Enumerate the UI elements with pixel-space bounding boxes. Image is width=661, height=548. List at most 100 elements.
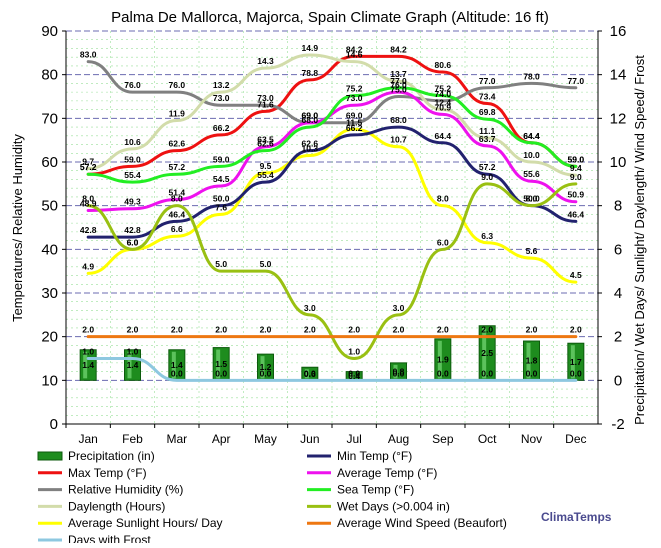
legend-item-wet-days-0-004-in: Wet Days (>0.004 in) [307, 499, 450, 513]
data-label-average-wind-speed-beaufort: 2.0 [171, 325, 183, 335]
data-label-wet-days-0-004-in: 8.0 [171, 194, 183, 204]
data-label-sea-temp-f: 75.2 [435, 84, 452, 94]
y2-tick-label: 8 [614, 198, 622, 215]
data-label-days-with-frost: 0.0 [171, 368, 183, 378]
data-label-min-temp-f: 50.0 [213, 194, 230, 204]
data-labels: 1.4 1.4 1.4 1.5 1.2 0.6 0.4 0.8 1.9 2.5 1.8 1.7 57.2… [80, 43, 584, 381]
precipitation-bar-highlight [393, 364, 398, 379]
legend-item-relative-humidity: Relative Humidity (%) [38, 483, 183, 497]
data-label-wet-days-0-004-in: 1.0 [348, 347, 360, 357]
data-label-relative-humidity: 73.0 [257, 93, 274, 103]
data-label-average-wind-speed-beaufort: 2.0 [393, 325, 405, 335]
y-tick-label: 10 [41, 372, 58, 389]
series-line-min-temp-f [86, 125, 578, 239]
data-label-sea-temp-f: 57.2 [169, 162, 186, 172]
data-label-average-temp-f: 70.9 [435, 102, 452, 112]
x-tick-label: Feb [122, 432, 143, 446]
y2-tick-label: 6 [614, 241, 622, 258]
data-label-max-temp-f: 80.6 [435, 60, 452, 70]
precipitation-bar-highlight [127, 351, 132, 379]
legend-label: Sea Temp (°F) [337, 483, 414, 497]
x-tick-label: Nov [521, 432, 542, 446]
data-label-min-temp-f: 42.8 [124, 225, 141, 235]
legend-item-average-temp-f: Average Temp (°F) [307, 466, 437, 480]
data-label-average-wind-speed-beaufort: 2.0 [348, 325, 360, 335]
x-tick-label: Mar [166, 432, 187, 446]
data-label-relative-humidity: 69.0 [346, 111, 363, 121]
data-label-max-temp-f: 66.2 [213, 123, 230, 133]
y2-tick-label: 2 [614, 329, 622, 346]
legend-swatch [37, 451, 63, 461]
series-line-relative-humidity [86, 60, 578, 125]
precipitation-label: 1.4 [127, 360, 139, 370]
data-label-sea-temp-f: 77.0 [390, 76, 407, 86]
data-label-relative-humidity: 76.0 [124, 80, 141, 90]
y-tick-label: 90 [41, 23, 58, 40]
data-label-max-temp-f: 84.2 [390, 44, 407, 54]
data-label-daylength-hours: 9.7 [82, 157, 94, 167]
data-label-daylength-hours: 14.9 [302, 43, 319, 53]
precipitation-bar-highlight [216, 349, 221, 379]
data-label-average-temp-f: 54.5 [213, 174, 230, 184]
data-label-max-temp-f: 59.0 [124, 154, 141, 164]
chart-title: Palma De Mallorca, Majorca, Spain Climat… [111, 9, 549, 26]
y2-tick-label: 4 [614, 285, 622, 302]
data-label-daylength-hours: 9.4 [570, 163, 582, 173]
y2-tick-label: -2 [611, 416, 624, 433]
series-line-average-temp-f [86, 90, 578, 212]
data-label-wet-days-0-004-in: 6.0 [437, 237, 449, 247]
data-label-max-temp-f: 57.2 [80, 162, 97, 172]
x-tick-label: Apr [212, 432, 231, 446]
y-tick-label: 20 [41, 329, 58, 346]
legend: Precipitation (in) Min Temp (°F) Max Temp … [37, 449, 507, 547]
data-label-average-temp-f: 69.0 [302, 111, 319, 121]
data-label-average-sunlight-hours-day: 7.6 [215, 202, 227, 212]
data-label-days-with-frost: 0.0 [393, 368, 405, 378]
data-label-daylength-hours: 10.0 [523, 150, 540, 160]
data-label-min-temp-f: 68.0 [390, 115, 407, 125]
data-label-average-sunlight-hours-day: 5.6 [526, 246, 538, 256]
data-label-days-with-frost: 0.0 [526, 368, 538, 378]
precipitation-bar-highlight [437, 340, 442, 379]
data-label-average-wind-speed-beaufort: 2.0 [215, 325, 227, 335]
x-tick-label: Jan [78, 432, 97, 446]
precipitation-label: 0.6 [304, 369, 316, 379]
legend-item-sea-temp-f: Sea Temp (°F) [307, 483, 414, 497]
y2-axis-title: Precipitation/ Wet Days/ Sunlight/ Dayle… [632, 55, 647, 425]
legend-label: Average Temp (°F) [337, 466, 437, 480]
data-label-days-with-frost: 0.0 [215, 368, 227, 378]
precipitation-bar-highlight [83, 351, 88, 379]
legend-label: Min Temp (°F) [337, 449, 412, 463]
precipitation-label: 1.4 [171, 360, 183, 370]
data-label-wet-days-0-004-in: 9.0 [570, 172, 582, 182]
data-label-average-sunlight-hours-day: 4.5 [570, 270, 582, 280]
precipitation-bar-highlight [570, 345, 575, 379]
data-label-sea-temp-f: 68.0 [302, 115, 319, 125]
data-label-min-temp-f: 55.4 [257, 170, 274, 180]
data-label-max-temp-f: 71.6 [257, 99, 274, 109]
data-label-sea-temp-f: 59.0 [568, 154, 585, 164]
precipitation-bar-highlight [526, 343, 531, 379]
data-label-average-temp-f: 73.0 [346, 93, 363, 103]
data-label-max-temp-f: 64.4 [523, 131, 540, 141]
x-tick-label: Aug [388, 432, 409, 446]
data-label-daylength-hours: 13.7 [390, 69, 407, 79]
data-label-wet-days-0-004-in: 5.0 [215, 259, 227, 269]
precipitation-label: 1.5 [215, 359, 227, 369]
precipitation-label: 1.2 [260, 362, 272, 372]
series-line-average-sunlight-hours-day [86, 127, 578, 284]
x-tick-label: Sep [432, 432, 454, 446]
data-label-daylength-hours: 12.4 [435, 98, 452, 108]
series-line-daylength-hours [86, 53, 578, 177]
data-label-relative-humidity: 83.0 [80, 50, 97, 60]
data-label-min-temp-f: 64.4 [435, 131, 452, 141]
data-label-min-temp-f: 42.8 [80, 225, 97, 235]
data-label-wet-days-0-004-in: 3.0 [304, 303, 316, 313]
data-label-relative-humidity: 75.0 [390, 85, 407, 95]
data-label-average-sunlight-hours-day: 10.3 [302, 143, 319, 153]
data-label-average-wind-speed-beaufort: 2.0 [481, 325, 493, 335]
data-label-average-wind-speed-beaufort: 2.0 [82, 325, 94, 335]
data-label-days-with-frost: 0.0 [304, 368, 316, 378]
data-label-min-temp-f: 66.2 [346, 123, 363, 133]
precipitation-label: 1.7 [570, 357, 582, 367]
